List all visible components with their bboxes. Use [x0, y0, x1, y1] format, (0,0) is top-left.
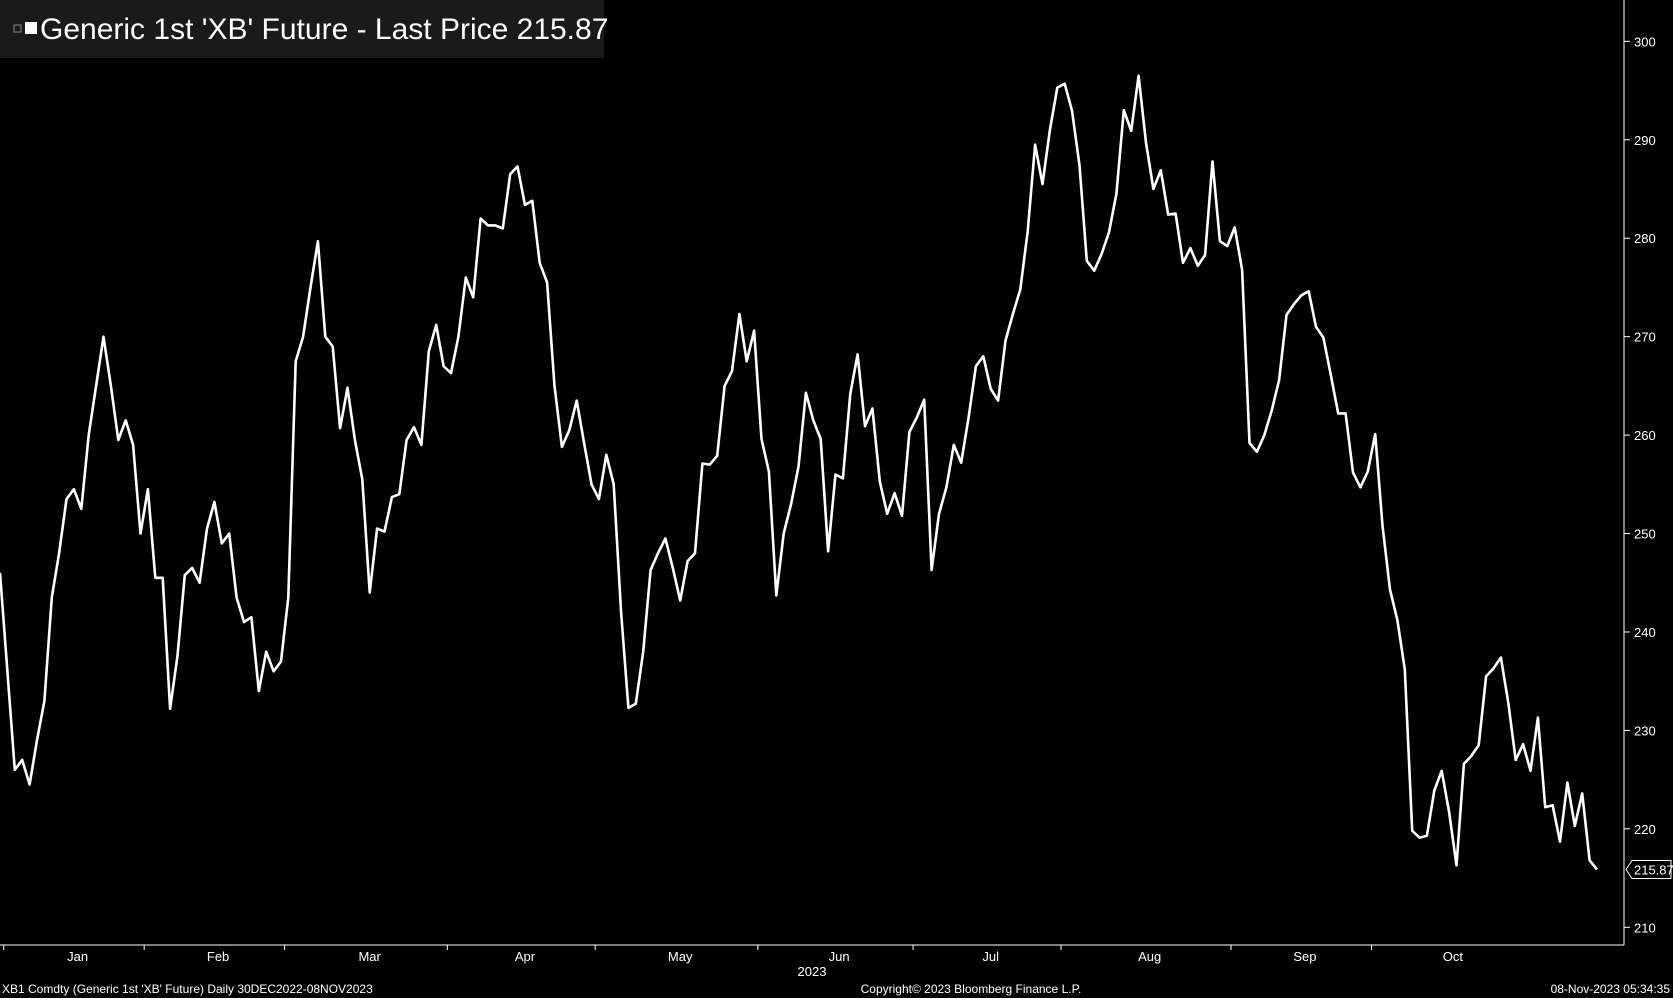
last-price-label: 215.87	[1634, 862, 1673, 877]
y-tick-label: 280	[1634, 231, 1656, 246]
y-tick-label: 230	[1634, 723, 1656, 738]
x-tick-label: Apr	[515, 949, 536, 964]
y-tick-label: 210	[1634, 920, 1656, 935]
chart-title: Generic 1st 'XB' Future - Last Price 215…	[40, 13, 608, 46]
y-tick-label: 260	[1634, 428, 1656, 443]
x-tick-label: Sep	[1293, 949, 1316, 964]
x-tick-label: Feb	[207, 949, 229, 964]
legend-swatch	[25, 22, 37, 34]
x-axis-label: 2023	[798, 964, 827, 979]
y-tick-label: 250	[1634, 527, 1656, 542]
footer-right: 08-Nov-2023 05:34:35	[1551, 982, 1671, 996]
x-tick-label: Oct	[1443, 949, 1464, 964]
y-tick-label: 270	[1634, 330, 1656, 345]
y-tick-label: 220	[1634, 822, 1656, 837]
x-tick-label: Jun	[829, 949, 850, 964]
x-tick-label: May	[668, 949, 693, 964]
y-tick-label: 240	[1634, 625, 1656, 640]
footer-center: Copyright© 2023 Bloomberg Finance L.P.	[861, 982, 1082, 996]
y-tick-label: 290	[1634, 133, 1656, 148]
footer-left: XB1 Comdty (Generic 1st 'XB' Future) Dai…	[2, 982, 373, 996]
price-line	[0, 74, 1599, 871]
y-tick-label: 300	[1634, 34, 1656, 49]
title-icon	[13, 24, 22, 33]
x-tick-label: Jul	[982, 949, 999, 964]
title-box	[0, 0, 604, 58]
x-tick-label: Mar	[358, 949, 381, 964]
x-tick-label: Aug	[1138, 949, 1161, 964]
x-tick-label: Jan	[67, 949, 88, 964]
last-price-tag	[1625, 859, 1672, 879]
